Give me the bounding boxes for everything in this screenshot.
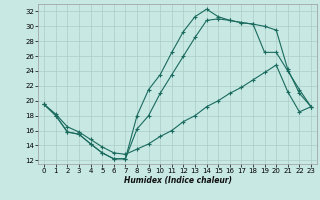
X-axis label: Humidex (Indice chaleur): Humidex (Indice chaleur)	[124, 176, 232, 185]
